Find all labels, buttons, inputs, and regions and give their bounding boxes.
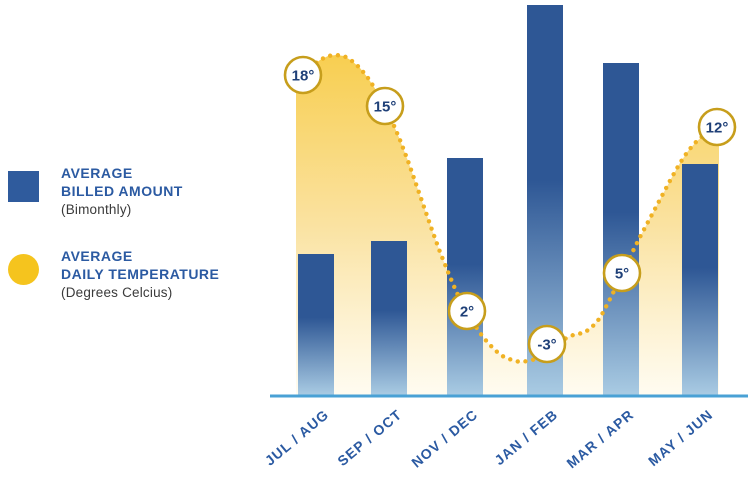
temperature-badge-value: 18° — [292, 68, 315, 85]
chart-legend: AVERAGE BILLED AMOUNT (Bimonthly) AVERAG… — [0, 0, 260, 487]
category-label-4: JAN / FEB — [491, 406, 561, 468]
category-label-3: NOV / DEC — [408, 406, 481, 471]
temperature-badge-value: 2° — [460, 304, 474, 321]
bar-may-jun — [682, 164, 718, 395]
temperature-badge-2: 2° — [447, 291, 487, 331]
daily-temperature-swatch-icon — [8, 254, 39, 285]
bar-nov-dec — [447, 158, 483, 395]
billed-amount-swatch-icon — [8, 171, 39, 202]
temperature-area — [296, 55, 719, 395]
bar-sep-oct — [371, 241, 407, 395]
legend-temp-line2: DAILY TEMPERATURE — [61, 266, 220, 282]
temperature-badge-18: 18° — [283, 55, 323, 95]
legend-billed-sublabel: (Bimonthly) — [61, 202, 132, 217]
temperature-badge-value: -3° — [537, 337, 556, 354]
temperature-dotted-line — [293, 52, 722, 365]
legend-temp-line1: AVERAGE — [61, 248, 133, 264]
bar-jul-aug — [298, 254, 334, 395]
temperature-badge-circle — [602, 253, 642, 293]
category-label-5: MAR / APR — [563, 406, 636, 471]
category-label-1: JUL / AUG — [262, 406, 332, 469]
bar-mar-apr — [603, 63, 639, 395]
temperature-badge-circle — [365, 86, 405, 126]
temperature-badge-value: 12° — [706, 120, 729, 137]
temperature-badge-value: 5° — [615, 266, 629, 283]
category-label-6: MAY / JUN — [645, 406, 716, 469]
temperature-badge-value: 15° — [374, 99, 397, 116]
temperature-badge-circle — [697, 107, 737, 147]
temperature-badge-15: 15° — [365, 86, 405, 126]
temperature-badge--3: -3° — [527, 324, 567, 364]
category-label-2: SEP / OCT — [334, 406, 405, 469]
temperature-badge-circle — [283, 55, 323, 95]
legend-temp-sublabel: (Degrees Celcius) — [61, 285, 173, 300]
temperature-badge-circle — [527, 324, 567, 364]
temperature-badge-circle — [447, 291, 487, 331]
legend-billed-line2: BILLED AMOUNT — [61, 183, 183, 199]
legend-billed-line1: AVERAGE — [61, 165, 133, 181]
temperature-badge-12: 12° — [697, 107, 737, 147]
temperature-badge-5: 5° — [602, 253, 642, 293]
